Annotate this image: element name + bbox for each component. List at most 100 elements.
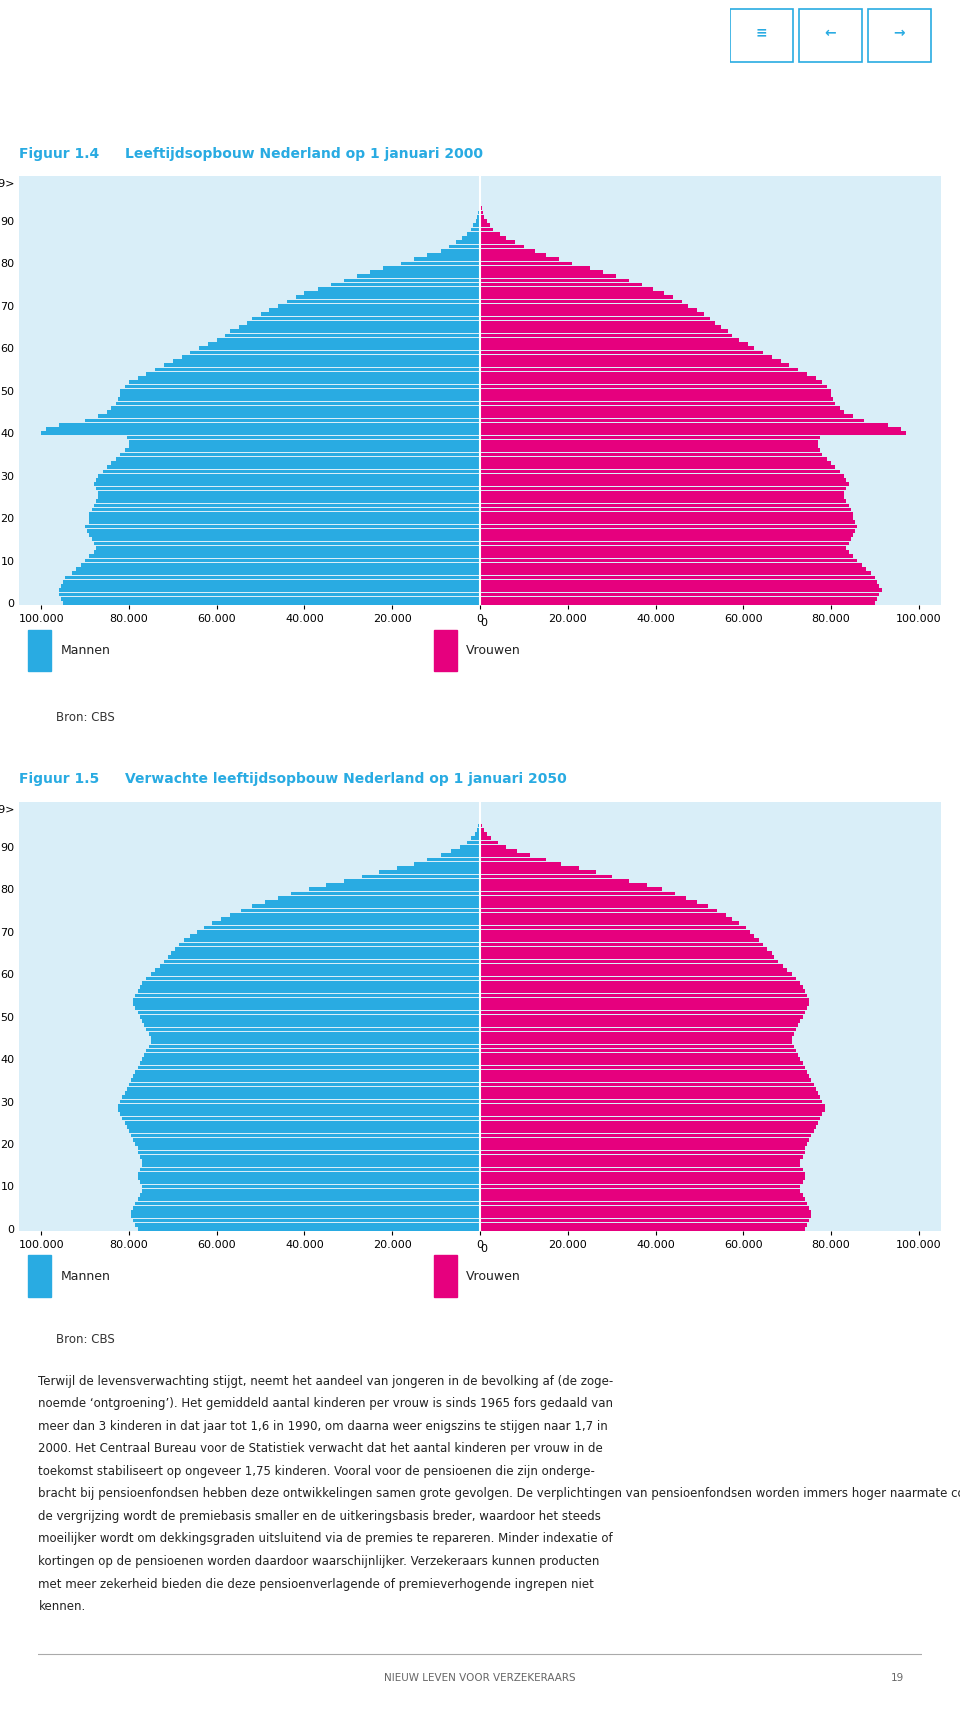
Bar: [98, 415, 480, 418]
Bar: [480, 290, 664, 296]
Bar: [480, 444, 818, 448]
Bar: [168, 956, 480, 960]
Bar: [480, 299, 682, 304]
Bar: [159, 963, 480, 968]
Bar: [480, 1032, 794, 1036]
Bar: [480, 1129, 813, 1132]
Bar: [318, 287, 480, 290]
Bar: [480, 840, 497, 844]
Bar: [208, 342, 480, 346]
Bar: [140, 986, 480, 989]
Bar: [135, 1143, 480, 1146]
Bar: [480, 316, 710, 320]
Bar: [480, 1181, 803, 1184]
Bar: [89, 555, 480, 558]
Bar: [480, 977, 796, 980]
Text: Vrouwen: Vrouwen: [467, 1269, 521, 1283]
Bar: [480, 972, 792, 977]
Bar: [480, 512, 853, 515]
Bar: [480, 1024, 798, 1027]
Bar: [265, 901, 480, 904]
Bar: [140, 1015, 480, 1018]
Bar: [480, 308, 697, 311]
Bar: [480, 322, 715, 325]
Bar: [142, 1018, 480, 1024]
Bar: [135, 1006, 480, 1010]
Bar: [204, 925, 480, 930]
FancyBboxPatch shape: [799, 9, 862, 62]
Bar: [480, 1134, 811, 1138]
Bar: [480, 878, 629, 884]
Bar: [480, 963, 782, 968]
Bar: [248, 322, 480, 325]
Bar: [480, 533, 853, 538]
Bar: [111, 406, 480, 410]
Bar: [480, 517, 853, 520]
Bar: [480, 1219, 809, 1222]
Bar: [87, 529, 480, 533]
Bar: [480, 1210, 811, 1214]
Bar: [480, 392, 831, 398]
Bar: [81, 564, 480, 567]
Bar: [480, 240, 516, 244]
Bar: [41, 431, 480, 436]
Bar: [480, 1120, 818, 1124]
Bar: [480, 278, 629, 282]
Bar: [357, 275, 480, 278]
Bar: [480, 1036, 792, 1039]
Bar: [149, 1032, 480, 1036]
Bar: [142, 980, 480, 984]
Bar: [480, 275, 616, 278]
Bar: [480, 325, 721, 329]
Bar: [175, 947, 480, 951]
Bar: [137, 377, 480, 380]
Bar: [480, 887, 662, 890]
Bar: [480, 1126, 816, 1129]
Bar: [135, 994, 480, 998]
Bar: [107, 465, 480, 469]
Bar: [473, 223, 480, 226]
Bar: [111, 462, 480, 465]
Bar: [76, 567, 480, 571]
Bar: [441, 854, 480, 858]
Bar: [480, 436, 820, 439]
Bar: [132, 1214, 480, 1217]
Bar: [480, 313, 704, 316]
Bar: [480, 1091, 818, 1094]
Bar: [103, 470, 480, 474]
Bar: [480, 462, 831, 465]
Bar: [480, 942, 763, 946]
Bar: [480, 1228, 804, 1231]
Bar: [480, 968, 787, 972]
Bar: [478, 211, 480, 214]
Text: ≡: ≡: [756, 26, 767, 40]
Bar: [449, 244, 480, 249]
Bar: [480, 1198, 804, 1202]
Bar: [72, 572, 480, 576]
Bar: [471, 228, 480, 232]
Bar: [480, 866, 579, 870]
Bar: [456, 240, 480, 244]
Bar: [137, 989, 480, 992]
Bar: [480, 901, 697, 904]
Bar: [480, 346, 755, 351]
Bar: [480, 538, 851, 541]
Bar: [144, 1053, 480, 1056]
Bar: [383, 266, 480, 270]
Bar: [278, 304, 480, 308]
Bar: [133, 1219, 480, 1222]
Bar: [480, 584, 879, 588]
Bar: [480, 439, 818, 444]
Bar: [96, 486, 480, 491]
Bar: [480, 1112, 823, 1117]
Bar: [480, 363, 789, 367]
Bar: [164, 363, 480, 367]
Bar: [156, 368, 480, 372]
Bar: [85, 418, 480, 422]
Bar: [480, 1202, 807, 1205]
Bar: [190, 934, 480, 937]
Bar: [480, 491, 844, 494]
Bar: [127, 1088, 480, 1091]
Bar: [480, 550, 849, 553]
Bar: [147, 1027, 480, 1030]
